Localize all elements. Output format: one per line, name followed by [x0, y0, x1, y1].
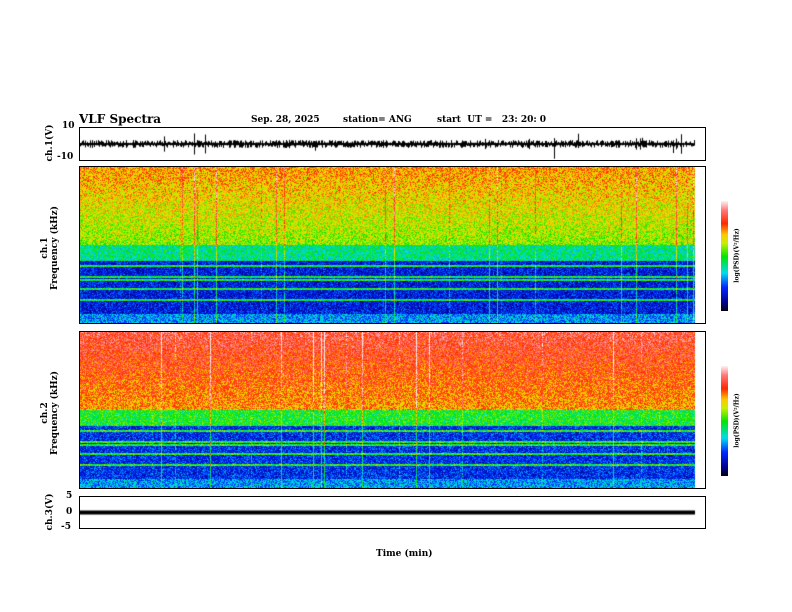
ch3-ytick-bottom: -5: [61, 522, 71, 532]
start-time-label: start UT = 23: 20: 0: [437, 115, 547, 125]
ch3-ytick-top: 5: [66, 491, 73, 501]
ch3-ytick-mid: 0: [66, 507, 73, 517]
ch1-spec-ylabel-channel: ch.1: [40, 237, 50, 259]
ch1-spec-ylabel-freq: Frequency (kHz): [50, 206, 60, 291]
ch1-spectrogram-panel: [79, 166, 706, 324]
ch1-ytick-bottom: -10: [57, 152, 74, 162]
date-label: Sep. 28, 2025: [251, 115, 320, 125]
station-label: station= ANG: [343, 115, 412, 125]
ch2-colorbar: [721, 366, 728, 476]
ch3-ylabel: ch.3(V): [45, 493, 55, 531]
figure-title: VLF Spectra: [79, 112, 162, 126]
ch2-spectrogram-panel: [79, 331, 706, 489]
ch2-colorbar-label: log(PSD)(V²/Hz): [733, 393, 741, 448]
ch1-waveform-trace: [79, 127, 706, 161]
ch3-waveform-trace: [79, 496, 706, 529]
ch1-spectrogram-image: [79, 167, 706, 323]
ch1-colorbar-label: log(PSD)(V²/Hz): [733, 228, 741, 283]
ch2-spec-ylabel: ch.2 Frequency (kHz): [40, 358, 60, 468]
ch1-ytick-top: 10: [62, 121, 75, 131]
ch2-spectrogram-image: [79, 332, 706, 488]
ch1-ylabel: ch.1(V): [45, 124, 55, 162]
ch1-colorbar: [721, 201, 728, 311]
ch2-spec-ylabel-freq: Frequency (kHz): [50, 371, 60, 456]
x-axis-label: Time (min): [376, 549, 433, 559]
ch1-spec-ylabel: ch.1 Frequency (kHz): [40, 193, 60, 303]
ch2-spec-ylabel-channel: ch.2: [40, 402, 50, 424]
